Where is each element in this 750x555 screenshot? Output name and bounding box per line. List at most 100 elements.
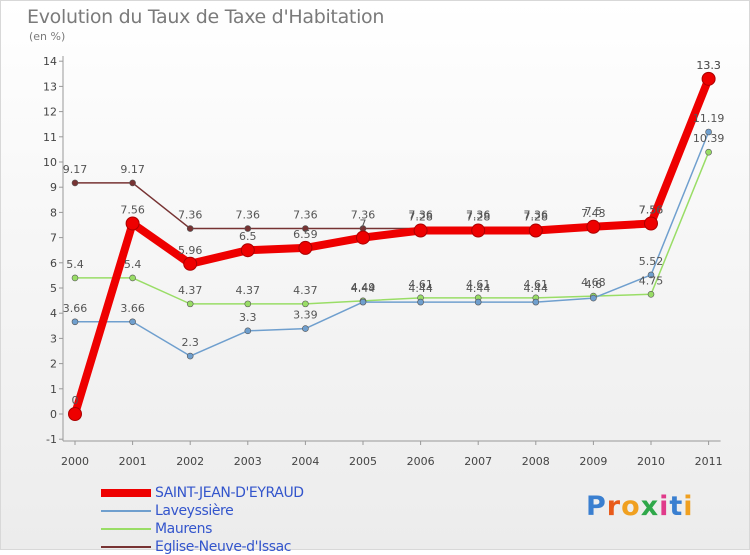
- data-label: 4.75: [639, 274, 664, 287]
- data-label: 4.37: [178, 284, 203, 297]
- data-point: [240, 243, 255, 258]
- data-label: 9.17: [63, 163, 88, 176]
- data-point: [186, 225, 194, 232]
- data-label: 2.3: [181, 336, 199, 349]
- data-point: [129, 179, 136, 187]
- data-label: 4.44: [408, 282, 433, 295]
- data-point: [705, 148, 712, 156]
- x-tick-label: 2007: [464, 455, 492, 468]
- data-label: 6.59: [293, 228, 318, 241]
- series-line: [74, 151, 710, 305]
- data-point: [532, 298, 540, 306]
- data-label: 7: [360, 218, 367, 231]
- x-tick-label: 2003: [234, 455, 262, 468]
- data-label: 13.3: [696, 59, 721, 72]
- data-point: [302, 325, 309, 332]
- brand-letter: t: [669, 491, 684, 522]
- y-tick-label: 12: [43, 106, 57, 119]
- y-tick-label: 4: [50, 307, 57, 320]
- data-point: [644, 216, 658, 231]
- data-label: 7.28: [524, 211, 549, 224]
- data-label: 3.66: [63, 302, 88, 315]
- x-tick-label: 2005: [349, 455, 377, 468]
- data-label: 7.36: [524, 209, 549, 222]
- data-point: [302, 225, 309, 232]
- series-line: [74, 131, 710, 357]
- brand-letter: i: [659, 491, 670, 522]
- data-label: 6.5: [239, 230, 257, 243]
- data-point: [586, 219, 601, 234]
- data-label: 7.56: [639, 203, 664, 216]
- y-tick-label: 1: [50, 383, 57, 396]
- data-label: 3.66: [120, 302, 145, 315]
- data-point: [129, 318, 136, 326]
- data-label: 5.96: [178, 244, 203, 257]
- data-point: [359, 298, 367, 306]
- y-tick-label: 14: [43, 55, 57, 68]
- data-point: [186, 352, 194, 360]
- data-point: [71, 274, 79, 282]
- y-tick-label: 3: [50, 332, 57, 345]
- brand-letter: P: [586, 491, 607, 522]
- x-tick-label: 2010: [637, 455, 665, 468]
- data-point: [298, 240, 313, 255]
- data-label: 7.36: [293, 209, 318, 222]
- y-tick-label: 13: [43, 80, 57, 93]
- data-point: [71, 318, 79, 326]
- x-tick-label: 2000: [61, 455, 89, 468]
- data-point: [413, 223, 428, 238]
- legend-label: Laveyssière: [155, 503, 234, 519]
- data-point: [68, 407, 82, 421]
- data-label: 3.3: [239, 311, 257, 324]
- data-point: [71, 179, 79, 187]
- data-point: [129, 274, 136, 282]
- brand-letter: r: [606, 491, 622, 522]
- data-label: 7.56: [120, 203, 145, 216]
- legend-label: Eglise-Neuve-d'Issac: [155, 539, 292, 555]
- data-label: 4.37: [236, 284, 261, 297]
- x-tick-label: 2006: [407, 455, 435, 468]
- data-label: 9.17: [120, 163, 145, 176]
- proxiti-logo: Proxiti: [586, 491, 694, 522]
- y-tick-label: -1: [46, 433, 57, 446]
- x-tick-label: 2004: [291, 455, 319, 468]
- data-point: [701, 71, 716, 86]
- data-label: 4.44: [524, 282, 549, 295]
- data-label: 3.39: [293, 309, 318, 322]
- data-point: [186, 300, 194, 308]
- data-point: [705, 128, 712, 136]
- x-tick-label: 2001: [119, 455, 147, 468]
- data-point: [183, 256, 198, 271]
- data-label: 10.39: [693, 132, 725, 145]
- series-line: [74, 78, 710, 230]
- y-tick-label: 7: [50, 232, 57, 245]
- data-point: [474, 298, 482, 306]
- data-point: [356, 230, 370, 245]
- brand-letter: o: [621, 491, 641, 522]
- y-tick-label: 5: [50, 282, 57, 295]
- data-label: 7.36: [236, 209, 261, 222]
- legend-label: SAINT-JEAN-D'EYRAUD: [155, 485, 304, 501]
- x-tick-label: 2008: [522, 455, 550, 468]
- x-tick-label: 2011: [695, 455, 723, 468]
- data-label: 5.52: [639, 255, 664, 268]
- data-label: 7.36: [408, 209, 433, 222]
- x-tick-label: 2002: [176, 455, 204, 468]
- data-label: 4.68: [581, 276, 606, 289]
- data-label: 4.61: [408, 278, 433, 291]
- data-point: [125, 216, 140, 231]
- data-point: [647, 271, 655, 279]
- data-point: [302, 300, 309, 308]
- data-label: 4.61: [466, 278, 491, 291]
- data-point: [528, 223, 543, 238]
- data-point: [417, 298, 424, 306]
- data-label: 7.36: [466, 209, 491, 222]
- data-point: [471, 223, 486, 238]
- data-label: 7.43: [581, 207, 606, 220]
- y-tick-label: 9: [50, 181, 57, 194]
- y-tick-label: 0: [50, 408, 57, 421]
- series-line: [71, 74, 713, 418]
- brand-letter: x: [640, 491, 660, 522]
